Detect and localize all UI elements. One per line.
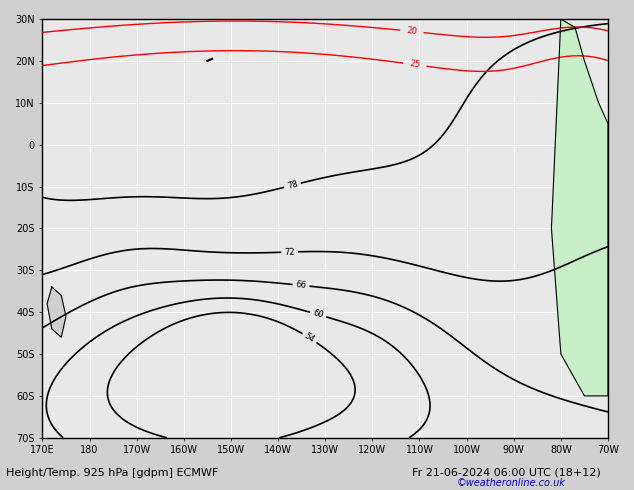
Text: 78: 78: [286, 179, 299, 191]
Text: 25: 25: [409, 59, 420, 70]
Text: 60: 60: [312, 309, 325, 320]
Polygon shape: [47, 287, 66, 337]
Text: Fr 21-06-2024 06:00 UTC (18+12): Fr 21-06-2024 06:00 UTC (18+12): [412, 468, 601, 478]
Text: ©weatheronline.co.uk: ©weatheronline.co.uk: [456, 478, 566, 488]
Text: Height/Temp. 925 hPa [gdpm] ECMWF: Height/Temp. 925 hPa [gdpm] ECMWF: [6, 468, 219, 478]
Text: 54: 54: [302, 331, 316, 344]
Text: 20: 20: [406, 26, 418, 36]
Text: 72: 72: [284, 247, 295, 257]
Text: 66: 66: [295, 280, 307, 291]
Polygon shape: [552, 19, 608, 396]
